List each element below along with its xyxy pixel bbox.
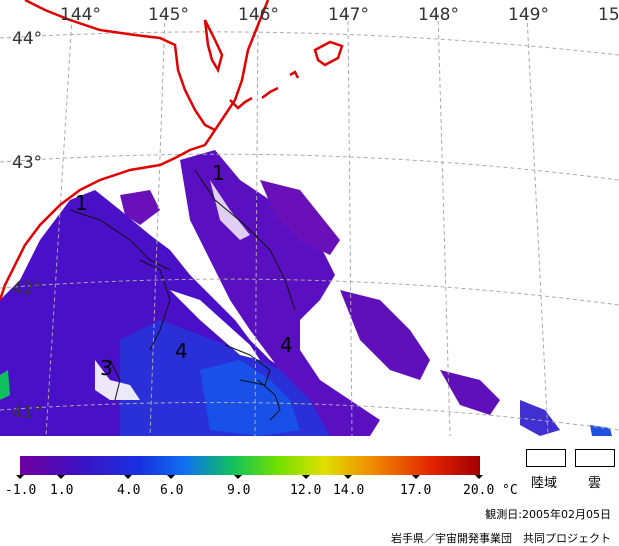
lon-label-148: 148° <box>418 5 459 25</box>
contour-label: 1 <box>212 161 225 185</box>
latitude-labels: 44° 43° 42° 41° <box>12 29 42 423</box>
lon-label-146: 146° <box>238 5 279 25</box>
observation-date: 観測日:2005年02月05日 <box>485 508 611 521</box>
sst-data-layer <box>0 150 612 436</box>
cloud-legend-label: 雲 <box>588 476 602 491</box>
colorbar-gradient <box>20 456 480 475</box>
colorbar-tick: 17.0 <box>400 483 431 498</box>
lat-label-44: 44° <box>12 29 42 49</box>
graticule <box>0 13 619 437</box>
coastline <box>0 0 344 301</box>
land-legend-label: 陸域 <box>531 476 558 491</box>
colorbar-tick: 4.0 <box>117 483 140 498</box>
colorbar-tick: 20.0 <box>463 483 494 498</box>
lon-label-147: 147° <box>328 5 369 25</box>
colorbar-tick: -1.0 <box>5 483 36 498</box>
lon-label-144: 144° <box>60 5 101 25</box>
lon-label-145: 145° <box>148 5 189 25</box>
colorbar-tick: 14.0 <box>333 483 364 498</box>
colorbar-tick: 12.0 <box>290 483 321 498</box>
credit-line: 岩手県／宇宙開発事業団 共同プロジェクト <box>391 532 611 545</box>
lon-label-150: 15 <box>598 5 619 25</box>
colorbar-unit: °C <box>502 483 518 498</box>
contour-label: 4 <box>280 333 293 357</box>
land-legend-swatch <box>526 449 566 467</box>
contour-label: 3 <box>100 356 113 380</box>
contour-label: 1 <box>75 191 88 215</box>
contour-value-labels: 1 1 3 4 4 <box>75 161 293 380</box>
lat-label-41: 41° <box>12 403 42 423</box>
lon-label-149: 149° <box>508 5 549 25</box>
colorbar: -1.0 1.0 4.0 6.0 9.0 12.0 14.0 17.0 20.0… <box>5 456 518 498</box>
contour-label: 4 <box>175 339 188 363</box>
lat-label-43: 43° <box>12 153 42 173</box>
cloud-legend-swatch <box>575 449 615 467</box>
longitude-labels: 144° 145° 146° 147° 148° 149° 15 <box>60 5 619 25</box>
lat-label-42: 42° <box>12 279 42 299</box>
colorbar-tick: 1.0 <box>50 483 73 498</box>
colorbar-tick: 9.0 <box>227 483 250 498</box>
colorbar-tick: 6.0 <box>160 483 183 498</box>
